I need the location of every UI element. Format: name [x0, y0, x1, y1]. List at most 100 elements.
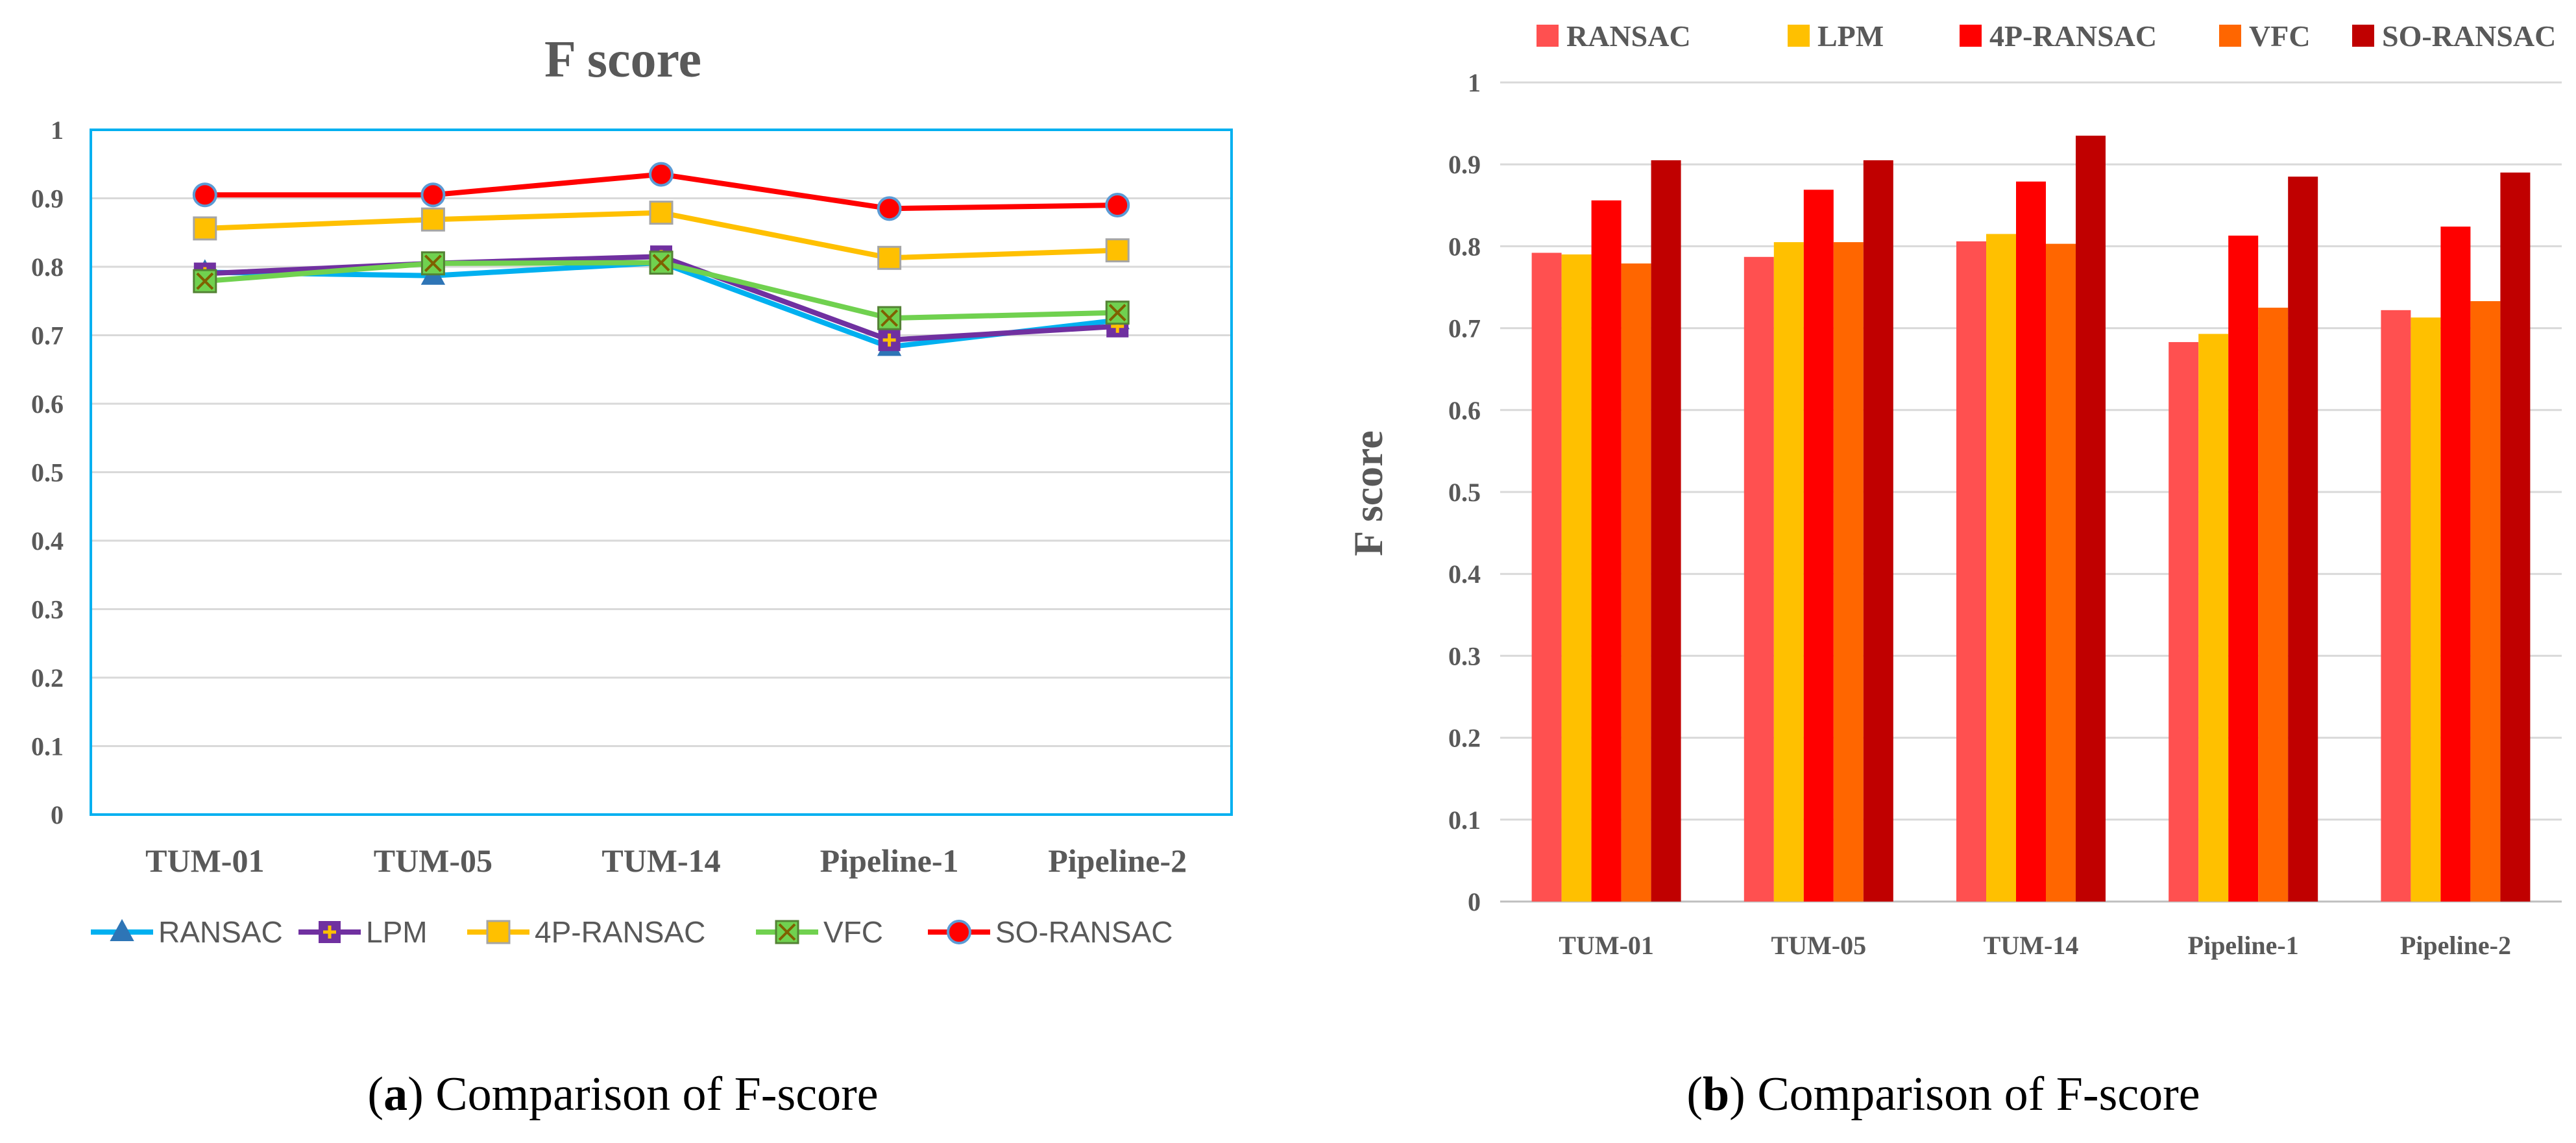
- legend-item-ransac: RANSAC: [91, 915, 283, 949]
- bar-lpm: [1986, 234, 2016, 902]
- y-tick-label: 0.9: [1448, 150, 1481, 179]
- bar-lpm: [1561, 254, 1592, 902]
- marker-cross-b: [652, 254, 670, 272]
- y-tick-label: 0.3: [31, 595, 64, 624]
- line-chart-plot-area: [90, 129, 1233, 816]
- data-point: [649, 251, 674, 275]
- caption-letter: b: [1703, 1068, 1729, 1121]
- legend-item-4p-ransac: 4P-RANSAC: [1960, 19, 2157, 53]
- legend-item-ransac: RANSAC: [1537, 19, 1691, 53]
- line-chart-caption: (a) Comparison of F-score: [367, 1068, 878, 1121]
- series-vfc: [193, 251, 1130, 330]
- data-point: [192, 182, 217, 208]
- line-chart: F score 0 0.1 0.2 0.3 0.4 0.5 0.6 0.7 0.8 0.9 1 TU…: [31, 31, 1233, 1121]
- bar-chart-y-label: F score: [1345, 430, 1391, 556]
- legend-swatch: [1960, 25, 1982, 47]
- marker-cross-b: [778, 923, 796, 941]
- y-tick-label: 0.4: [31, 526, 64, 556]
- y-tick-label: 1: [1468, 68, 1481, 97]
- x-tick-label: Pipeline-2: [2400, 931, 2511, 960]
- bar-so-ransac: [2500, 172, 2531, 902]
- legend-marker: [319, 921, 341, 943]
- data-point: [420, 182, 446, 208]
- line-chart-title: F score: [544, 31, 701, 88]
- legend-swatch: [2352, 25, 2374, 47]
- svg-text:(a) Comparison of F-score: (a) Comparison of F-score: [367, 1068, 878, 1121]
- bar-so-ransac: [1863, 160, 1893, 902]
- legend-label: SO-RANSAC: [995, 915, 1173, 949]
- data-point: [1105, 238, 1130, 263]
- bar-lpm: [2411, 317, 2441, 902]
- y-tick-label: 0.8: [1448, 232, 1481, 261]
- legend-item-vfc: VFC: [756, 915, 883, 949]
- legend-marker: [775, 920, 799, 944]
- bar-4p-ransac: [2440, 227, 2471, 902]
- bar-4p-ransac: [2016, 181, 2046, 902]
- bar-ransac: [1956, 241, 1986, 902]
- y-tick-label: 0.2: [31, 663, 64, 693]
- data-point: [420, 251, 445, 276]
- caption-text: Comparison of F-score: [1757, 1068, 2200, 1121]
- caption-paren-open: (: [367, 1068, 383, 1121]
- y-tick-label: 0.5: [1448, 478, 1481, 507]
- y-tick-label: 1: [51, 116, 64, 145]
- line-chart-y-ticks: 0 0.1 0.2 0.3 0.4 0.5 0.6 0.7 0.8 0.9 1: [31, 116, 64, 830]
- data-point: [649, 201, 674, 225]
- legend-marker: [486, 920, 511, 944]
- legend-label: LPM: [1817, 19, 1884, 53]
- caption-paren-close: ): [407, 1068, 435, 1121]
- legend-label: RANSAC: [1566, 19, 1691, 53]
- data-point: [878, 328, 901, 351]
- legend-swatch: [2219, 25, 2241, 47]
- series-4p-ransac: [193, 201, 1130, 270]
- y-tick-label: 0.1: [31, 732, 64, 761]
- bar-vfc: [2046, 243, 2076, 902]
- legend-item-so-ransac: SO-RANSAC: [2352, 19, 2556, 53]
- y-tick-label: 0: [1468, 887, 1481, 916]
- bar-ransac: [1531, 252, 1562, 902]
- x-tick-label: Pipeline-1: [2188, 931, 2299, 960]
- y-tick-label: 0.6: [1448, 396, 1481, 425]
- bar-chart-bars: [1531, 136, 2531, 902]
- y-tick-label: 0.2: [1448, 724, 1481, 753]
- marker-cross-b: [196, 272, 214, 290]
- data-point: [877, 196, 902, 221]
- svg-text:(b) Comparison of F-score: (b) Comparison of F-score: [1686, 1068, 2200, 1121]
- marker-cross-b: [1108, 304, 1126, 322]
- bar-vfc: [2258, 308, 2289, 902]
- bar-so-ransac: [2288, 177, 2318, 902]
- legend-label: VFC: [823, 915, 883, 949]
- legend-marker: [110, 918, 134, 941]
- bar-chart: F score 0 0.1 0.2 0.3 0.4 0.5 0.6 0.7 0.8 0.9 1 TU…: [1345, 19, 2562, 1121]
- marker-cross-b: [424, 254, 442, 273]
- x-tick-label: TUM-14: [1984, 931, 2079, 960]
- bar-ransac: [2169, 342, 2199, 902]
- y-tick-label: 0.7: [31, 321, 64, 350]
- legend-label: RANSAC: [158, 915, 283, 949]
- y-tick-label: 0.5: [31, 458, 64, 487]
- caption-paren-close: ): [1729, 1068, 1757, 1121]
- marker-cross-b: [881, 309, 899, 327]
- bar-vfc: [1833, 242, 1864, 902]
- data-point: [193, 269, 217, 293]
- bar-4p-ransac: [1591, 200, 1622, 902]
- legend-item-so-ransac: SO-RANSAC: [928, 915, 1173, 949]
- legend-label: VFC: [2249, 19, 2311, 53]
- bar-lpm: [1773, 242, 1804, 902]
- bar-so-ransac: [2076, 136, 2106, 902]
- bar-4p-ransac: [2228, 235, 2259, 902]
- legend-item-lpm: LPM: [1788, 19, 1884, 53]
- legend-item-lpm: LPM: [298, 915, 428, 949]
- y-tick-label: 0.8: [31, 252, 64, 282]
- data-point: [649, 162, 674, 187]
- x-tick-label: Pipeline-2: [1048, 842, 1187, 879]
- legend-label: 4P-RANSAC: [1989, 19, 2157, 53]
- y-tick-label: 0: [51, 800, 64, 830]
- data-point: [193, 216, 217, 241]
- line-chart-gridlines: [91, 197, 1232, 747]
- bar-4p-ransac: [1803, 190, 1834, 902]
- data-point: [1105, 301, 1130, 325]
- legend-swatch: [1788, 25, 1810, 47]
